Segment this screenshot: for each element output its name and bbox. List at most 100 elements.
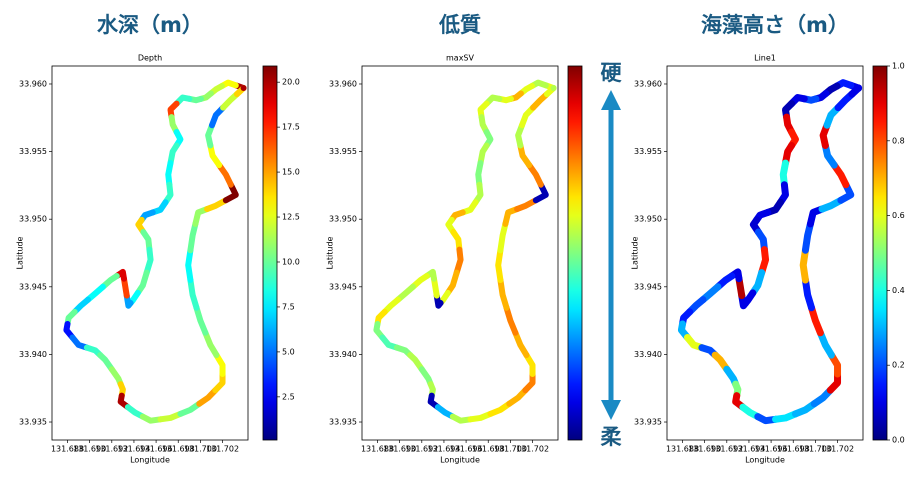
track-point [192, 206, 211, 227]
track-point [519, 104, 537, 129]
track-point [187, 220, 199, 254]
x-tick-label: 131.688 [361, 445, 394, 454]
colorbar-tick-label: 0.2 [892, 361, 905, 370]
track-point [711, 351, 731, 373]
track-point [523, 352, 536, 378]
track-point [517, 142, 533, 169]
x-tick-label: 131.698 [162, 445, 195, 454]
track-point [477, 142, 490, 167]
colorbar-tick-label: 20.0 [282, 78, 300, 87]
x-tick-label: 131.690 [688, 445, 721, 454]
track-point [502, 206, 521, 227]
colorbar-tick-label: 12.5 [282, 213, 300, 222]
track-point [433, 292, 444, 309]
track-point [373, 320, 386, 341]
y-tick-label: 33.945 [19, 282, 47, 291]
y-tick-label: 33.945 [329, 282, 357, 291]
plot-title: Depth [138, 54, 162, 63]
x-tick-label: 131.694 [117, 445, 150, 454]
track-point [799, 246, 809, 284]
track-point [187, 277, 200, 311]
track-point [781, 142, 796, 167]
y-tick-label: 33.940 [19, 350, 47, 359]
track-point [167, 142, 180, 167]
track-point [772, 410, 799, 423]
track-point [514, 197, 539, 213]
track-point [99, 272, 120, 290]
axes-frame [51, 65, 249, 441]
annotation: 柔 [601, 425, 623, 449]
track-point [193, 304, 209, 336]
y-tick-label: 33.950 [329, 215, 357, 224]
colorbar [262, 65, 278, 441]
track-point [819, 121, 831, 150]
y-axis-label: Latitude [326, 236, 335, 269]
plot-title: maxSV [446, 54, 475, 63]
track-point [808, 304, 824, 337]
x-tick-label: 131.698 [777, 445, 810, 454]
track-point [495, 247, 504, 284]
y-tick-label: 33.960 [19, 79, 47, 88]
axes-frame [361, 65, 559, 441]
x-tick-label: 131.702 [206, 445, 239, 454]
track-point [503, 304, 519, 336]
y-tick-label: 33.935 [634, 418, 662, 427]
colorbar-tick-label: 0.0 [892, 436, 905, 445]
track-point [409, 272, 430, 290]
track-point [209, 104, 227, 129]
x-tick-label: 131.690 [73, 445, 106, 454]
x-tick-label: 131.694 [427, 445, 460, 454]
colorbar-tick-label: 5.0 [282, 347, 295, 356]
track-point [427, 392, 441, 411]
track-point [453, 246, 464, 276]
track-point [185, 247, 194, 284]
track-point [204, 197, 229, 213]
y-tick-label: 33.955 [19, 147, 47, 156]
colorbar-tick-label: 0.8 [892, 136, 905, 145]
x-axis-label: Longitude [440, 456, 480, 465]
track-point [222, 181, 239, 204]
y-tick-label: 33.935 [19, 418, 47, 427]
colorbar-tick-label: 1.0 [892, 62, 905, 71]
colorbar-tick-label: 2.5 [282, 392, 295, 401]
track-point [791, 400, 818, 418]
x-tick-label: 131.700 [799, 445, 832, 454]
track-point [450, 229, 463, 253]
track-point [157, 410, 184, 423]
track-point [205, 122, 216, 149]
x-tick-label: 131.702 [821, 445, 854, 454]
colorbar-tick-label: 15.0 [282, 168, 300, 177]
track-point [837, 181, 855, 204]
track [373, 79, 557, 424]
plot-title: Line1 [754, 54, 776, 63]
track-point [143, 246, 154, 276]
colorbar-tick-label: 17.5 [282, 123, 300, 132]
track-point [165, 160, 174, 188]
track-point [475, 160, 484, 188]
colorbar-tick-label: 10.0 [282, 257, 300, 266]
y-axis-label: Latitude [16, 236, 25, 269]
y-tick-label: 33.960 [329, 79, 357, 88]
x-axis-label: Longitude [130, 456, 170, 465]
track-point [213, 352, 226, 378]
track-point [140, 229, 153, 253]
track-point [84, 283, 106, 303]
track-point [139, 413, 164, 424]
track-point [801, 276, 816, 312]
track-point [134, 269, 150, 296]
track [63, 79, 247, 424]
track-point [394, 283, 416, 303]
x-tick-label: 131.696 [450, 445, 483, 454]
track-point [487, 400, 513, 417]
y-tick-label: 33.955 [634, 147, 662, 156]
x-tick-label: 131.692 [405, 445, 438, 454]
x-tick-label: 131.688 [666, 445, 699, 454]
annotation: 硬 [601, 61, 623, 85]
track-point [216, 162, 234, 188]
y-tick-label: 33.955 [329, 147, 357, 156]
track-point [202, 329, 220, 359]
track-point [196, 387, 219, 407]
track-point [512, 329, 530, 359]
track-point [506, 387, 529, 407]
colorbar [872, 65, 888, 441]
